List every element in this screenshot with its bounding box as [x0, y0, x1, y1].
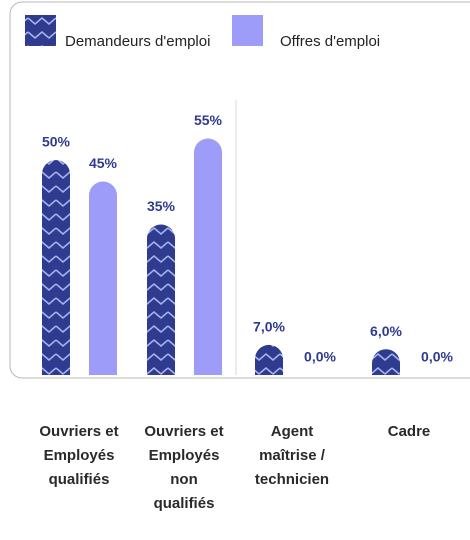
category-label: Cadre: [387, 423, 431, 440]
value-label: 7,0%: [253, 319, 285, 335]
bar: [89, 181, 118, 375]
legend-label: Offres d'emploi: [280, 33, 380, 50]
value-label: 0,0%: [304, 349, 336, 365]
value-label: 55%: [194, 112, 223, 128]
category-label: Agent maîtrise / technicien: [254, 423, 330, 488]
bar: [255, 344, 283, 375]
value-label: 50%: [42, 134, 71, 150]
legend-label: Demandeurs d'emploi: [65, 33, 210, 50]
category-label: Ouvriers et Employés qualifiés: [39, 423, 119, 488]
legend-swatch: [25, 15, 56, 46]
value-label: 6,0%: [370, 323, 402, 339]
bar: [42, 160, 70, 375]
category-label: Ouvriers et Employés non qualifiés: [144, 423, 224, 512]
value-label: 35%: [147, 198, 176, 214]
chart: Demandeurs d'emploi Offres d'emploi 50% 45%…: [9, 1, 470, 379]
legend-swatch: [232, 15, 263, 46]
value-label: 0,0%: [421, 349, 453, 365]
value-label: 45%: [89, 155, 118, 171]
bar: [147, 224, 175, 375]
bar: [372, 349, 401, 375]
bar: [194, 138, 222, 375]
card: [9, 1, 470, 379]
